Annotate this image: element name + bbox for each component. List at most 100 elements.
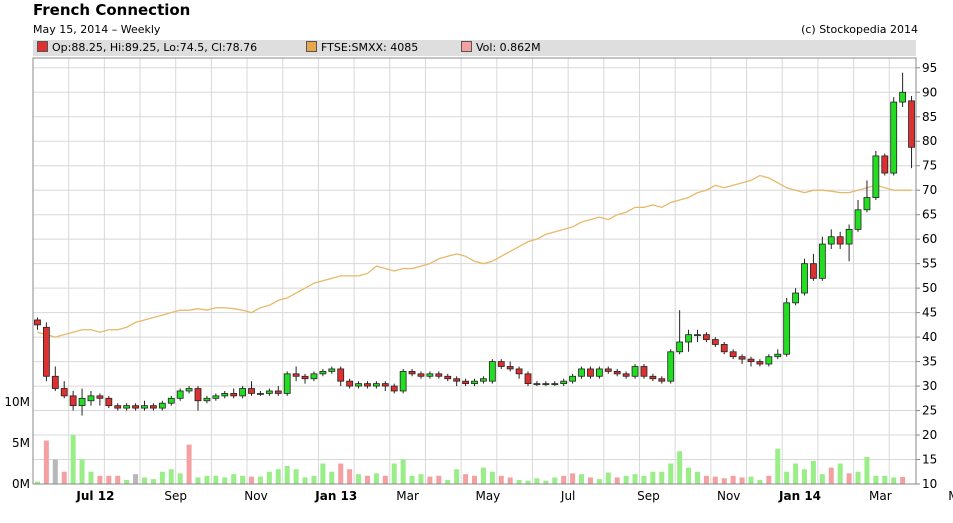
volume-bar bbox=[837, 463, 843, 484]
candle-body bbox=[194, 388, 202, 402]
volume-bar bbox=[266, 471, 272, 484]
candle-body bbox=[729, 351, 737, 358]
volume-bar bbox=[472, 475, 477, 484]
volume-bar bbox=[168, 469, 174, 484]
volume-bar bbox=[793, 463, 799, 484]
price-tick-label: 60 bbox=[922, 232, 937, 246]
price-tick-label: 80 bbox=[922, 134, 937, 148]
candle-body bbox=[738, 356, 746, 360]
volume-bar bbox=[802, 469, 808, 484]
volume-bar bbox=[338, 463, 344, 484]
candle-body bbox=[667, 351, 675, 382]
x-tick-label: Sep bbox=[164, 489, 187, 503]
volume-bar bbox=[391, 463, 397, 484]
chart-subtitle: May 15, 2014 – Weekly bbox=[33, 23, 161, 36]
candle-body bbox=[150, 405, 157, 409]
legend-swatch-volume bbox=[461, 41, 472, 52]
volume-bar bbox=[275, 469, 281, 484]
volume-bar bbox=[721, 478, 727, 484]
candle-body bbox=[239, 388, 247, 397]
volume-bar bbox=[561, 475, 567, 484]
volume-bar bbox=[516, 479, 522, 484]
candle-body bbox=[292, 373, 300, 377]
candle-body bbox=[230, 393, 238, 397]
volume-bar bbox=[204, 475, 210, 484]
candle-body bbox=[381, 383, 389, 387]
volume-bar bbox=[686, 467, 692, 484]
candle-body bbox=[756, 361, 764, 365]
candle-body bbox=[426, 373, 434, 377]
volume-bar bbox=[320, 463, 326, 484]
candle-body bbox=[551, 383, 559, 386]
volume-bar bbox=[70, 434, 76, 484]
price-tick-label: 40 bbox=[922, 330, 937, 344]
volume-bar bbox=[177, 473, 183, 484]
candle-body bbox=[676, 341, 684, 353]
volume-bar bbox=[891, 477, 897, 484]
candle-body bbox=[141, 405, 148, 409]
volume-bar bbox=[810, 461, 816, 484]
x-tick-label: Nov bbox=[244, 489, 267, 503]
candle-body bbox=[899, 91, 907, 103]
candle-body bbox=[319, 370, 327, 375]
price-tick-label: 50 bbox=[922, 281, 937, 295]
volume-bar bbox=[231, 474, 237, 484]
candle-body bbox=[640, 366, 648, 377]
volume-bar bbox=[249, 476, 255, 484]
candle-body bbox=[810, 263, 817, 279]
volume-bar bbox=[534, 478, 540, 484]
candle-body bbox=[792, 292, 799, 304]
volume-tick-label: 0M bbox=[12, 477, 30, 491]
candle-body bbox=[328, 368, 336, 372]
volume-bar bbox=[489, 471, 495, 484]
volume-tick-label: 10M bbox=[4, 395, 30, 409]
price-tick-label: 20 bbox=[922, 428, 937, 442]
volume-bar bbox=[712, 476, 718, 484]
candle-body bbox=[274, 390, 282, 394]
plot-frame bbox=[32, 57, 917, 485]
x-tick-label: Nov bbox=[717, 489, 740, 503]
volume-bar bbox=[445, 479, 451, 484]
candle-body bbox=[604, 368, 612, 372]
legend-swatch-ftse bbox=[306, 41, 317, 52]
x-tick-label: Mar bbox=[396, 489, 419, 503]
volume-bar bbox=[668, 463, 674, 484]
legend-label-ftse: FTSE:SMXX: 4085 bbox=[321, 41, 419, 54]
price-tick-label: 95 bbox=[922, 61, 937, 75]
candle-body bbox=[863, 197, 871, 211]
volume-bar bbox=[757, 479, 763, 484]
volume-bar bbox=[819, 474, 825, 484]
volume-bar bbox=[570, 473, 576, 484]
volume-bar bbox=[463, 474, 469, 484]
candle-body bbox=[720, 344, 728, 353]
candle-body bbox=[96, 395, 104, 399]
volume-bar bbox=[186, 444, 192, 484]
candle-body bbox=[221, 393, 229, 397]
volume-bar bbox=[97, 475, 103, 484]
volume-bar bbox=[882, 475, 888, 484]
candle-body bbox=[265, 390, 273, 394]
volume-bar bbox=[828, 467, 834, 484]
price-tick-label: 45 bbox=[922, 306, 937, 320]
candle-body bbox=[283, 373, 291, 394]
candle-body bbox=[471, 380, 478, 385]
volume-bar bbox=[409, 475, 415, 484]
price-tick-label: 25 bbox=[922, 404, 937, 418]
candle-body bbox=[818, 243, 826, 279]
x-tick-label: Jul 12 bbox=[75, 489, 114, 503]
volume-bar bbox=[79, 459, 85, 484]
candle-body bbox=[533, 383, 541, 386]
candle-body bbox=[506, 366, 514, 370]
legend-item-ftse: FTSE:SMXX: 4085 bbox=[306, 40, 418, 56]
volume-bar bbox=[587, 477, 593, 484]
candle-body bbox=[845, 228, 853, 245]
volume-bar bbox=[632, 474, 638, 484]
volume-bar bbox=[659, 471, 665, 484]
candle-body bbox=[649, 375, 657, 380]
volume-bar bbox=[596, 479, 602, 484]
candle-body bbox=[524, 373, 532, 385]
volume-bar bbox=[766, 475, 772, 484]
price-tick-label: 65 bbox=[922, 208, 937, 222]
volume-bar bbox=[115, 475, 121, 484]
volume-bar bbox=[480, 467, 486, 484]
